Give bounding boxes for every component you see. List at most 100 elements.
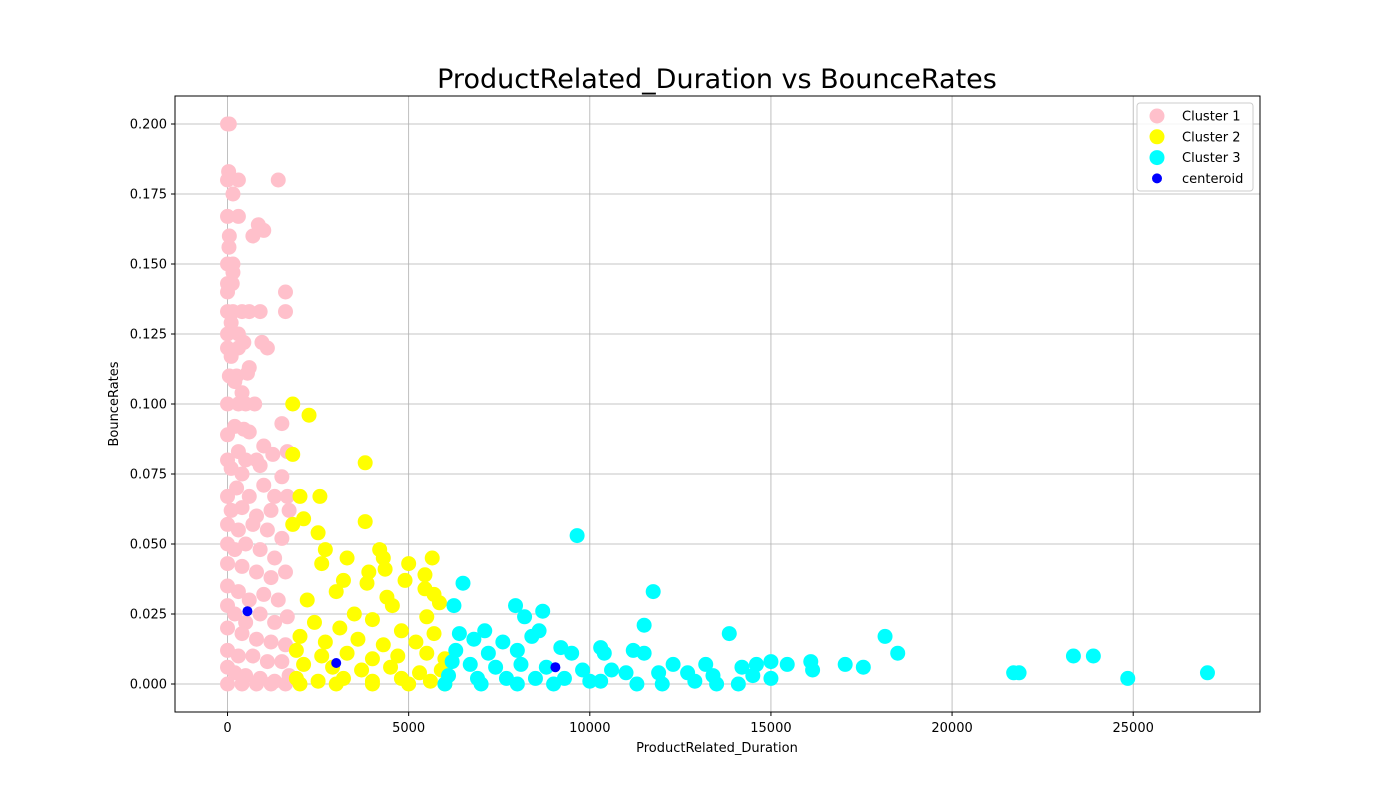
data-point — [582, 673, 598, 689]
data-point — [654, 676, 670, 692]
data-point — [350, 631, 366, 647]
data-point — [665, 656, 681, 672]
data-point — [263, 502, 279, 518]
data-points — [220, 116, 1215, 692]
data-point — [238, 452, 254, 468]
data-point — [569, 528, 585, 544]
legend-label: Cluster 3 — [1182, 151, 1241, 166]
data-point — [285, 396, 301, 412]
x-tick-label: 0 — [223, 721, 231, 736]
data-point — [509, 642, 525, 658]
data-point — [636, 645, 652, 661]
data-point — [375, 550, 391, 566]
data-point — [220, 676, 236, 692]
data-point — [377, 561, 393, 577]
data-point — [332, 620, 348, 636]
data-point — [446, 598, 462, 614]
data-point — [274, 654, 290, 670]
data-point — [357, 514, 373, 530]
data-point — [524, 628, 540, 644]
x-tick-label: 20000 — [931, 721, 972, 736]
data-point — [384, 598, 400, 614]
data-point — [292, 676, 308, 692]
legend-marker — [1149, 129, 1165, 145]
data-point — [364, 612, 380, 628]
data-point — [618, 665, 634, 681]
data-point — [422, 673, 438, 689]
data-point — [517, 609, 533, 625]
data-point — [265, 446, 281, 462]
data-point — [331, 658, 342, 668]
data-point — [412, 665, 428, 681]
data-point — [495, 634, 511, 650]
data-point — [234, 626, 250, 642]
data-point — [763, 670, 779, 686]
series-cluster-3 — [437, 528, 1215, 692]
data-point — [636, 617, 652, 633]
data-point — [285, 516, 301, 532]
data-point — [242, 606, 253, 617]
series-cluster-2 — [285, 396, 453, 692]
data-point — [444, 654, 460, 670]
data-point — [288, 642, 304, 658]
data-point — [227, 374, 243, 390]
data-point — [466, 631, 482, 647]
data-point — [225, 186, 241, 202]
data-point — [252, 304, 268, 320]
y-tick-label: 0.125 — [130, 328, 167, 343]
data-point — [277, 564, 293, 580]
data-point — [317, 634, 333, 650]
data-point — [317, 542, 333, 558]
data-point — [546, 676, 562, 692]
y-tick-label: 0.200 — [130, 118, 167, 133]
y-tick-label: 0.075 — [130, 468, 167, 483]
data-point — [779, 656, 795, 672]
x-tick-label: 10000 — [569, 721, 610, 736]
data-point — [361, 564, 377, 580]
data-point — [721, 626, 737, 642]
data-point — [397, 572, 413, 588]
data-point — [477, 623, 493, 639]
data-point — [473, 676, 489, 692]
data-point — [346, 606, 362, 622]
data-point — [364, 651, 380, 667]
data-point — [451, 626, 467, 642]
data-point — [687, 673, 703, 689]
y-tick-label: 0.175 — [130, 188, 167, 203]
data-point — [221, 116, 237, 132]
data-point — [220, 172, 236, 188]
data-point — [223, 348, 239, 364]
data-point — [230, 522, 246, 538]
y-tick-label: 0.025 — [130, 608, 167, 623]
series-centeroid — [242, 606, 561, 673]
data-point — [245, 648, 261, 664]
data-point — [274, 530, 290, 546]
data-point — [401, 556, 417, 572]
data-point — [1120, 670, 1136, 686]
data-point — [256, 586, 272, 602]
data-point — [383, 659, 399, 675]
legend-marker — [1149, 150, 1165, 166]
legend-marker — [1152, 173, 1162, 184]
y-tick-label: 0.050 — [130, 538, 167, 553]
data-point — [339, 645, 355, 661]
data-point — [357, 455, 373, 471]
y-tick-label: 0.000 — [130, 678, 167, 693]
legend-label: Cluster 1 — [1182, 110, 1241, 125]
data-point — [424, 550, 440, 566]
data-point — [259, 522, 275, 538]
data-point — [437, 676, 453, 692]
data-point — [234, 558, 250, 574]
data-point — [245, 516, 261, 532]
data-point — [538, 659, 554, 675]
data-point — [249, 631, 265, 647]
data-point — [256, 477, 272, 493]
data-point — [354, 662, 370, 678]
legend-box — [1136, 102, 1254, 192]
legend-marker — [1149, 108, 1165, 124]
data-point — [426, 626, 442, 642]
legend-label: Cluster 2 — [1182, 130, 1241, 145]
data-point — [285, 446, 301, 462]
data-point — [645, 584, 661, 600]
data-point — [837, 656, 853, 672]
